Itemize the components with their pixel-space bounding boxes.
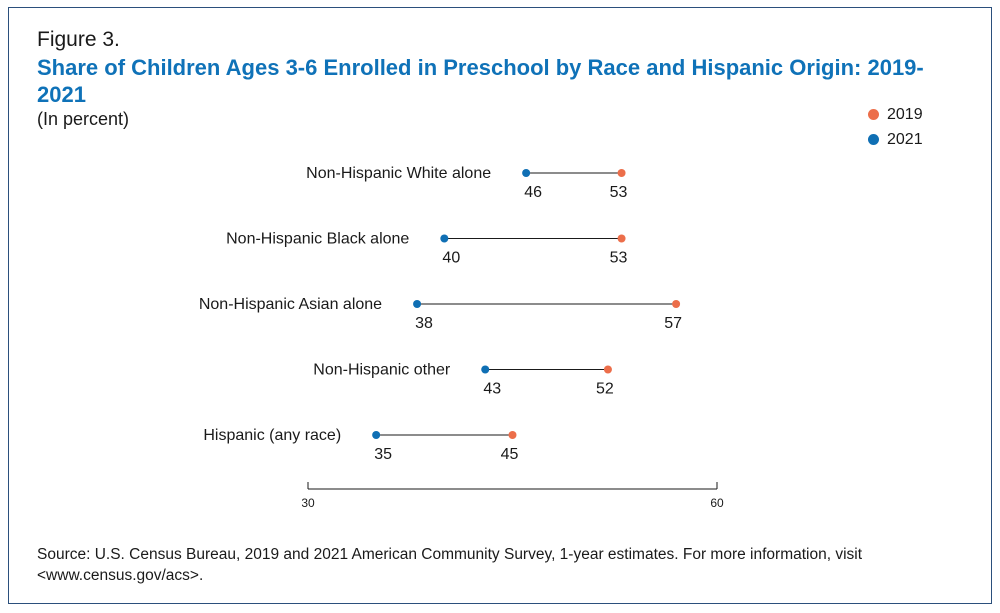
legend-label-2021: 2021 [887,130,923,148]
point-2021 [522,169,531,177]
source-note: Source: U.S. Census Bureau, 2019 and 202… [37,546,863,584]
figure-frame [8,7,992,604]
point-2021 [372,431,381,439]
category-label: Non-Hispanic Black alone [226,231,409,248]
point-2021 [413,300,422,308]
value-label-2021: 46 [524,184,542,201]
chart-title: Share of Children Ages 3-6 Enrolled in P… [37,55,924,107]
chart-subtitle: (In percent) [37,109,130,129]
category-label: Non-Hispanic other [313,362,451,379]
category-label: Hispanic (any race) [203,427,341,444]
value-label-2019: 52 [596,381,614,398]
legend-marker-2021 [868,134,879,145]
value-label-2021: 43 [483,381,501,398]
value-label-2019: 53 [610,250,628,267]
point-2019 [603,365,612,374]
legend-item-2021: 2021 [868,127,923,152]
value-label-2021: 35 [374,446,392,463]
category-label: Non-Hispanic White alone [306,165,491,182]
category-label: Non-Hispanic Asian alone [199,296,382,313]
x-tick-label: 30 [301,496,315,510]
value-label-2021: 38 [415,315,433,332]
point-2019 [508,431,517,439]
legend: 2019 2021 [868,102,923,152]
point-2021 [440,234,449,243]
value-label-2021: 40 [442,250,460,267]
point-2019 [672,300,681,308]
figure-label: Figure 3. [37,28,120,51]
legend-label-2019: 2019 [887,105,923,123]
point-2021 [481,365,490,374]
value-label-2019: 57 [664,315,682,332]
legend-item-2019: 2019 [868,102,923,127]
point-2019 [617,169,626,177]
value-label-2019: 45 [501,446,519,463]
value-label-2019: 53 [610,184,628,201]
legend-marker-2019 [868,109,879,120]
x-tick-label: 60 [710,496,724,510]
point-2019 [617,234,626,243]
